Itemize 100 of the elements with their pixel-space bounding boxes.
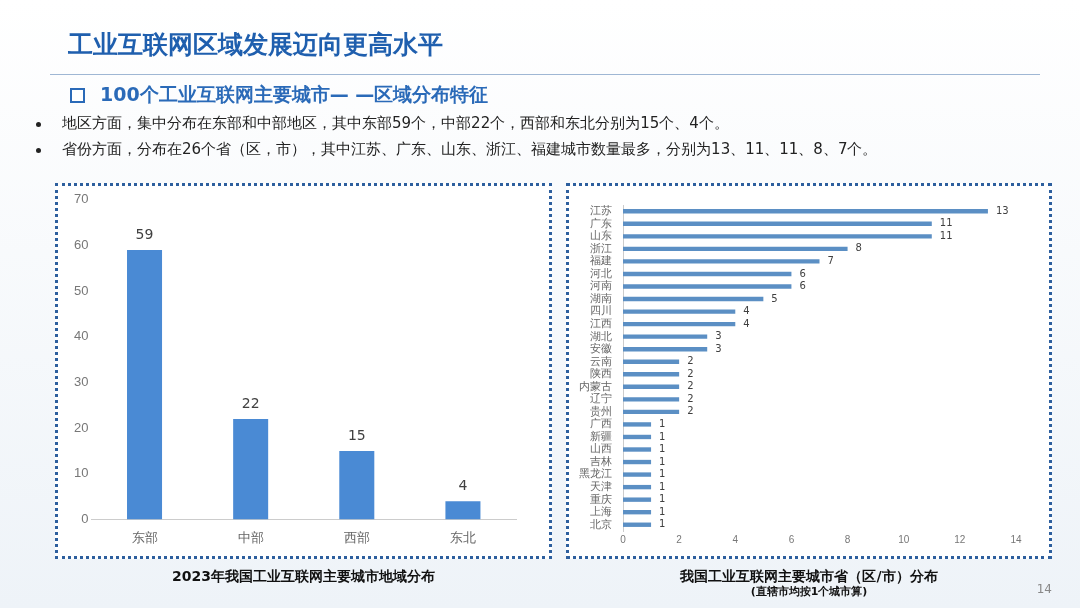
- x-tick-label: 6: [788, 533, 795, 545]
- y-tick-label: 天津: [590, 480, 612, 493]
- data-label: 15: [347, 426, 366, 443]
- data-label: 2: [687, 355, 694, 367]
- y-tick-label: 新疆: [590, 429, 612, 442]
- data-label: 2: [687, 380, 694, 392]
- text: 工业互联网区域发展迈向更高水平: [68, 29, 443, 61]
- bar: [339, 450, 375, 520]
- bar: [623, 246, 848, 252]
- y-tick-label: 贵州: [590, 404, 612, 417]
- bar: [445, 501, 481, 520]
- bar: [127, 250, 163, 520]
- bar: [623, 309, 736, 314]
- x-tick-label: 中部: [237, 529, 264, 545]
- y-tick-label: 30: [73, 374, 89, 390]
- bar: [623, 221, 932, 226]
- data-label: 22: [241, 394, 260, 411]
- x-tick-label: 0: [620, 533, 627, 545]
- y-tick-label: 湖北: [590, 329, 612, 342]
- text: 14: [1036, 582, 1052, 596]
- bar: [623, 459, 652, 465]
- x-tick-label: 14: [1010, 533, 1022, 545]
- data-label: 7: [827, 255, 834, 267]
- text: (直辖市均按1个城市算): [750, 585, 868, 598]
- y-tick-label: 广东: [590, 216, 612, 229]
- x-tick-label: 2: [676, 533, 683, 545]
- data-label: 1: [659, 505, 666, 517]
- bar: [623, 522, 652, 527]
- y-tick-label: 20: [73, 419, 89, 435]
- bar: [623, 234, 932, 239]
- bar: [623, 472, 652, 477]
- bar: [623, 372, 680, 377]
- data-label: 6: [799, 280, 806, 292]
- bar: [623, 434, 652, 440]
- y-tick-label: 江苏: [590, 204, 612, 217]
- data-label: 8: [855, 242, 862, 254]
- y-tick-label: 四川: [590, 304, 612, 317]
- x-tick-label: 东部: [131, 529, 158, 545]
- data-label: 1: [659, 455, 666, 467]
- data-label: 4: [743, 305, 750, 317]
- data-label: 1: [659, 518, 666, 530]
- y-tick-label: 湖南: [590, 291, 612, 304]
- y-tick-label: 广西: [590, 417, 612, 430]
- y-tick-label: 山西: [590, 442, 612, 455]
- bar: [623, 359, 680, 364]
- bar: [623, 284, 792, 289]
- y-tick-label: 吉林: [590, 454, 612, 467]
- y-tick-label: 辽宁: [590, 392, 612, 405]
- bar: [623, 271, 792, 277]
- data-label: 1: [659, 443, 666, 455]
- bar: [623, 384, 680, 389]
- data-label: 11: [939, 217, 953, 229]
- x-tick-label: 12: [954, 533, 966, 545]
- bar: [623, 209, 988, 214]
- y-tick-label: 0: [81, 510, 89, 526]
- data-label: 2: [687, 392, 694, 404]
- data-label: 1: [659, 418, 666, 430]
- data-label: 1: [659, 430, 666, 442]
- y-tick-label: 10: [73, 465, 89, 481]
- bar: [623, 484, 652, 490]
- x-tick-label: 10: [898, 533, 910, 545]
- bar: [233, 418, 269, 520]
- x-tick-label: 8: [844, 533, 851, 545]
- data-label: 5: [771, 292, 778, 304]
- y-tick-label: 60: [73, 237, 89, 253]
- x-tick-label: 4: [732, 533, 739, 545]
- data-label: 11: [939, 229, 953, 241]
- text: 100个工业互联网主要城市— —区域分布特征: [100, 82, 489, 107]
- bar: [623, 397, 680, 402]
- x-tick-label: 西部: [343, 529, 370, 545]
- y-tick-label: 内蒙古: [579, 379, 612, 392]
- text: 我国工业互联网主要城市省（区/市）分布: [680, 568, 938, 584]
- data-label: 2: [687, 405, 694, 417]
- y-tick-label: 福建: [590, 254, 612, 267]
- y-tick-label: 50: [73, 282, 89, 298]
- bar: [623, 409, 680, 415]
- data-label: 3: [715, 342, 722, 354]
- y-tick-label: 江西: [590, 317, 612, 330]
- y-tick-label: 河北: [590, 266, 612, 279]
- y-tick-label: 陕西: [590, 367, 612, 380]
- y-tick-label: 安徽: [590, 342, 612, 355]
- bar: [623, 422, 652, 427]
- bar: [623, 510, 652, 515]
- data-label: 1: [659, 480, 666, 492]
- y-tick-label: 浙江: [590, 241, 612, 254]
- data-label: 4: [458, 476, 468, 493]
- bar: [623, 334, 708, 339]
- y-tick-label: 上海: [590, 505, 612, 518]
- y-tick-label: 河南: [590, 279, 612, 292]
- text: 2023年我国工业互联网主要城市地域分布: [171, 568, 436, 586]
- bar: [623, 347, 708, 352]
- bar: [623, 447, 652, 452]
- y-tick-label: 黑龙江: [579, 467, 612, 480]
- x-tick-label: 东北: [449, 529, 476, 545]
- data-label: 3: [715, 330, 722, 342]
- text: 省份方面，分布在26个省（区，市），其中江苏、广东、山东、浙江、福建城市数量最多，分别为13、11、11、8、7个。: [62, 140, 879, 159]
- y-tick-label: 40: [73, 328, 89, 344]
- data-label: 1: [659, 468, 666, 480]
- bar: [623, 259, 820, 264]
- data-label: 4: [743, 317, 750, 329]
